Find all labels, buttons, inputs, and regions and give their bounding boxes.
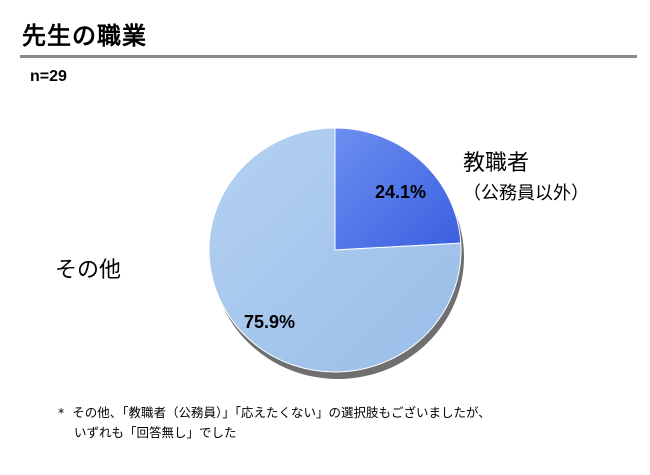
category-label-other: その他 (55, 258, 122, 283)
pie-slice-educator (334, 127, 462, 251)
category-educator-sub: （公務員以外） (463, 183, 589, 204)
pie-slice-other (208, 127, 462, 373)
sample-size: n=29 (30, 68, 67, 85)
footnote-line-1: その他、「教職者（公務員）」「応えたくない」の選択肢もございましたが、 (72, 405, 491, 420)
slice-label-educator: 24.1% (375, 182, 427, 202)
category-label-educator: 教職者 （公務員以外） (463, 145, 589, 205)
footnote: * その他、「教職者（公務員）」「応えたくない」の選択肢もございましたが、 いず… (58, 403, 491, 443)
footnote-marker: * (58, 405, 65, 420)
category-educator-name: 教職者 (463, 151, 530, 176)
page-title: 先生の職業 (22, 22, 147, 50)
slice-label-other: 75.9% (244, 312, 296, 332)
title-divider (20, 55, 637, 58)
footnote-line-2: いずれも「回答無し」でした (74, 425, 237, 440)
